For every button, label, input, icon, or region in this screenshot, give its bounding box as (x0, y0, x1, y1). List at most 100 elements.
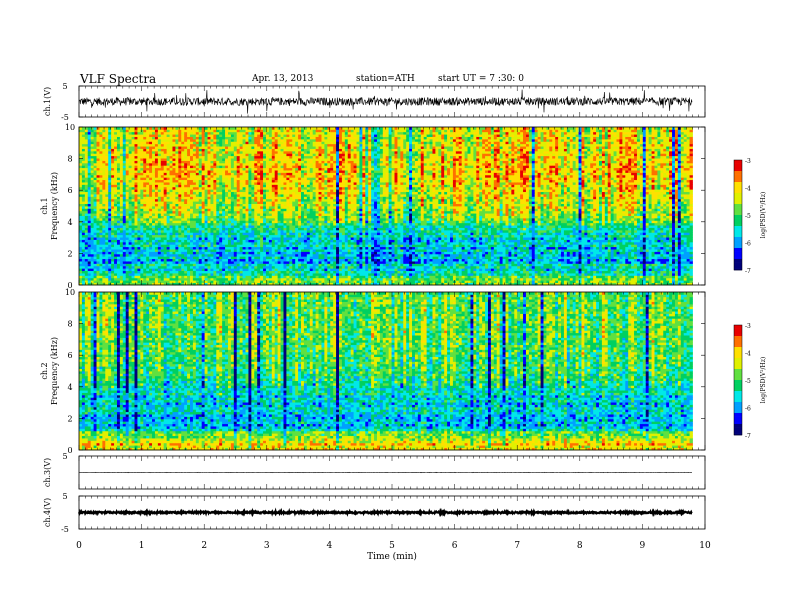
spectrogram-cell (196, 273, 199, 276)
spectrogram-cell (167, 129, 170, 132)
spectrogram-cell (199, 161, 202, 164)
spectrogram-cell (234, 137, 237, 140)
spectrogram-cell (114, 208, 117, 211)
spectrogram-cell (260, 213, 263, 216)
spectrogram-cell (257, 249, 260, 252)
spectrogram-cell (120, 134, 123, 137)
spectrogram-cell (175, 172, 178, 175)
spectrogram-cell (129, 175, 132, 178)
spectrogram-cell (237, 172, 240, 175)
spectrogram-cell (146, 235, 149, 238)
spectrogram-cell (289, 232, 292, 235)
spectrogram-cell (108, 242, 111, 245)
spectrogram-cell (120, 220, 123, 223)
spectrogram-cell (234, 168, 237, 171)
spectrogram-cell (79, 189, 82, 192)
spectrogram-cell (184, 151, 187, 154)
spectrogram-cell (117, 172, 120, 175)
spectrogram-cell (237, 204, 240, 207)
spectrogram-cell (266, 137, 269, 140)
spectrogram-cell (272, 161, 275, 164)
spectrogram-cell (272, 223, 275, 226)
spectrogram-cell (161, 204, 164, 207)
spectrogram-cell (222, 168, 225, 171)
spectrogram-cell (228, 163, 231, 166)
spectrogram-cell (111, 254, 114, 257)
spectrogram-cell (126, 149, 129, 152)
spectrogram-cell (210, 213, 213, 216)
spectrogram-cell (213, 244, 216, 247)
spectrogram-cell (132, 240, 135, 243)
spectrogram-cell (79, 196, 82, 199)
spectrogram-cell (126, 161, 129, 164)
spectrogram-cell (237, 163, 240, 166)
spectrogram-cell (129, 228, 132, 231)
spectrogram-cell (79, 180, 82, 183)
spectrogram-cell (202, 237, 205, 240)
spectrogram-cell (228, 134, 231, 137)
spectrogram-cell (231, 165, 234, 168)
spectrogram-cell (266, 201, 269, 204)
spectrogram-cell (172, 170, 175, 173)
spectrogram-cell (184, 194, 187, 197)
spectrogram-cell (213, 204, 216, 207)
spectrogram-cell (88, 275, 91, 278)
spectrogram-cell (132, 242, 135, 245)
spectrogram-cell (143, 187, 146, 190)
spectrogram-cell (283, 196, 286, 199)
spectrogram-cell (108, 132, 111, 135)
spectrogram-cell (248, 141, 251, 144)
spectrogram-cell (246, 127, 249, 130)
spectrogram-cell (251, 163, 254, 166)
spectrogram-cell (105, 280, 108, 283)
spectrogram-cell (137, 249, 140, 252)
spectrogram-cell (82, 168, 85, 171)
spectrogram-cell (283, 280, 286, 283)
spectrogram-cell (275, 232, 278, 235)
spectrogram-cell (149, 199, 152, 202)
spectrogram-cell (216, 213, 219, 216)
spectrogram-cell (240, 184, 243, 187)
spectrogram-cell (278, 206, 281, 209)
spectrogram-cell (266, 204, 269, 207)
spectrogram-cell (228, 139, 231, 142)
spectrogram-cell (114, 168, 117, 171)
spectrogram-cell (172, 237, 175, 240)
spectrogram-cell (170, 139, 173, 142)
spectrogram-cell (184, 259, 187, 262)
spectrogram-cell (278, 218, 281, 221)
spectrogram-cell (167, 182, 170, 185)
spectrogram-cell (205, 134, 208, 137)
spectrogram-cell (219, 189, 222, 192)
spectrogram-cell (170, 194, 173, 197)
spectrogram-cell (260, 273, 263, 276)
spectrogram-cell (97, 129, 100, 132)
spectrogram-cell (219, 256, 222, 259)
spectrogram-cell (278, 187, 281, 190)
spectrogram-cell (155, 163, 158, 166)
spectrogram-cell (286, 280, 289, 283)
spectrogram-cell (228, 149, 231, 152)
spectrogram-cell (184, 177, 187, 180)
spectrogram-cell (82, 199, 85, 202)
spectrogram-cell (275, 208, 278, 211)
spectrogram-cell (184, 220, 187, 223)
spectrogram-cell (129, 139, 132, 142)
spectrogram-cell (126, 175, 129, 178)
spectrogram-cell (132, 161, 135, 164)
spectrogram-cell (231, 192, 234, 195)
spectrogram-cell (132, 189, 135, 192)
spectrogram-cell (120, 240, 123, 243)
spectrogram-cell (237, 213, 240, 216)
spectrogram-cell (237, 141, 240, 144)
spectrogram-cell (213, 228, 216, 231)
spectrogram-cell (248, 184, 251, 187)
spectrogram-cell (272, 247, 275, 250)
spectrogram-cell (132, 132, 135, 135)
spectrogram-cell (205, 127, 208, 130)
spectrogram-cell (105, 134, 108, 137)
spectrogram-cell (228, 170, 231, 173)
spectrogram-cell (143, 137, 146, 140)
spectrogram-cell (143, 182, 146, 185)
spectrogram-cell (210, 180, 213, 183)
